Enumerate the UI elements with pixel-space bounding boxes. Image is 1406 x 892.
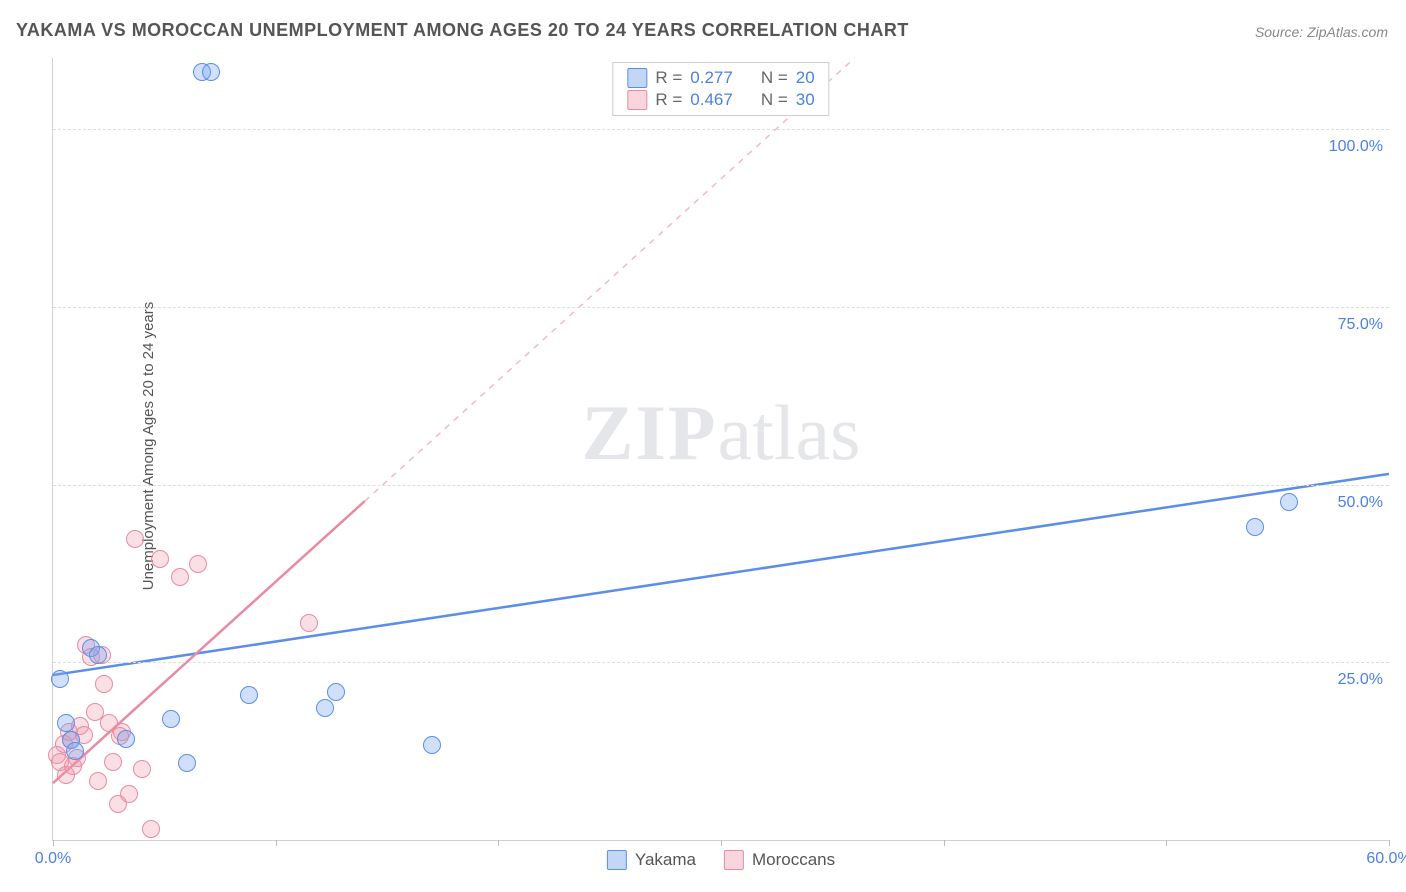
data-point <box>240 686 258 704</box>
y-tick-label: 50.0% <box>1338 494 1383 512</box>
y-tick-label: 75.0% <box>1338 316 1383 334</box>
data-point <box>1246 518 1264 536</box>
legend-row: R = 0.467 N = 30 <box>627 89 814 111</box>
correlation-legend: R = 0.277 N = 20 R = 0.467 N = 30 <box>612 62 829 116</box>
data-point <box>51 670 69 688</box>
gridline-h <box>53 129 1389 130</box>
series-legend-item: Moroccans <box>724 850 835 870</box>
legend-swatch <box>627 90 647 110</box>
data-point <box>189 555 207 573</box>
data-point <box>57 714 75 732</box>
series-legend-label: Yakama <box>635 850 696 870</box>
legend-r-label: R = <box>655 68 682 88</box>
data-point <box>300 614 318 632</box>
data-point <box>142 820 160 838</box>
series-legend-label: Moroccans <box>752 850 835 870</box>
x-tick-label: 0.0% <box>35 850 71 868</box>
data-point <box>171 568 189 586</box>
data-point <box>104 753 122 771</box>
legend-r-value: 0.277 <box>690 68 733 88</box>
x-tick-mark <box>1389 840 1390 846</box>
legend-swatch <box>627 68 647 88</box>
legend-n-value: 30 <box>796 90 815 110</box>
series-legend-item: Yakama <box>607 850 696 870</box>
source-attribution: Source: ZipAtlas.com <box>1255 24 1388 40</box>
trend-lines-layer <box>53 58 1389 840</box>
data-point <box>423 736 441 754</box>
data-point <box>89 646 107 664</box>
legend-n-label: N = <box>761 90 788 110</box>
data-point <box>126 530 144 548</box>
data-point <box>66 742 84 760</box>
data-point <box>117 730 135 748</box>
data-point <box>162 710 180 728</box>
trend-line-solid <box>53 474 1389 675</box>
data-point <box>89 772 107 790</box>
trend-line-dashed <box>365 58 855 501</box>
y-tick-label: 100.0% <box>1329 138 1383 156</box>
series-legend: Yakama Moroccans <box>607 850 835 870</box>
legend-swatch <box>607 850 627 870</box>
gridline-h <box>53 485 1389 486</box>
data-point <box>316 699 334 717</box>
data-point <box>95 675 113 693</box>
x-tick-mark <box>721 840 722 846</box>
x-tick-mark <box>498 840 499 846</box>
legend-swatch <box>724 850 744 870</box>
trend-line-solid <box>53 501 365 783</box>
data-point <box>202 63 220 81</box>
gridline-h <box>53 307 1389 308</box>
data-point <box>133 760 151 778</box>
legend-r-label: R = <box>655 90 682 110</box>
legend-row: R = 0.277 N = 20 <box>627 67 814 89</box>
data-point <box>327 683 345 701</box>
chart-plot-area: ZIPatlas R =0.277N =20R =0.467N =30 Yaka… <box>52 58 1389 841</box>
legend-n-label: N = <box>761 68 788 88</box>
x-tick-mark <box>53 840 54 846</box>
x-tick-mark <box>944 840 945 846</box>
data-point <box>120 785 138 803</box>
gridline-h <box>53 662 1389 663</box>
x-tick-mark <box>276 840 277 846</box>
y-tick-label: 25.0% <box>1338 671 1383 689</box>
x-tick-label: 60.0% <box>1366 850 1406 868</box>
legend-r-value: 0.467 <box>690 90 733 110</box>
data-point <box>1280 493 1298 511</box>
chart-title: YAKAMA VS MOROCCAN UNEMPLOYMENT AMONG AG… <box>16 20 909 41</box>
legend-n-value: 20 <box>796 68 815 88</box>
x-tick-mark <box>1166 840 1167 846</box>
data-point <box>178 754 196 772</box>
data-point <box>151 550 169 568</box>
